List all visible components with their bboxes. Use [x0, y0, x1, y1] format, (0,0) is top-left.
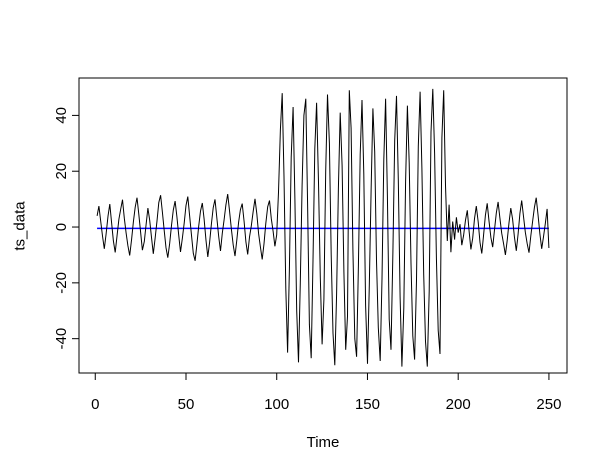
- y-tick-label: -20: [53, 272, 70, 294]
- y-tick-label: -40: [53, 328, 70, 350]
- ts-data-series: [96, 88, 550, 367]
- plot-box: [78, 77, 568, 374]
- y-tick-label: 0: [53, 223, 70, 231]
- y-axis-label: ts_data: [11, 201, 29, 251]
- y-tick-label: 40: [53, 107, 70, 124]
- y-tick-label: 20: [53, 163, 70, 180]
- x-tick-label: 0: [91, 396, 99, 413]
- x-tick-label: 150: [355, 396, 380, 413]
- x-tick-label: 250: [536, 396, 561, 413]
- x-tick-label: 200: [446, 396, 471, 413]
- x-tick-label: 100: [264, 396, 289, 413]
- x-tick-label: 50: [178, 396, 195, 413]
- x-axis-label: Time: [306, 434, 340, 451]
